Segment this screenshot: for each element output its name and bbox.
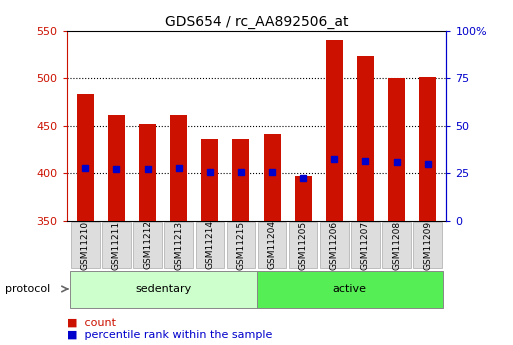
Text: GSM11209: GSM11209	[423, 220, 432, 269]
Text: active: active	[333, 284, 367, 294]
FancyBboxPatch shape	[227, 222, 255, 268]
Bar	[170, 115, 187, 221]
FancyBboxPatch shape	[133, 222, 162, 268]
FancyBboxPatch shape	[289, 222, 318, 268]
Text: GSM11208: GSM11208	[392, 220, 401, 269]
FancyBboxPatch shape	[258, 222, 286, 268]
Bar	[201, 139, 219, 221]
FancyBboxPatch shape	[195, 222, 224, 268]
Text: ■  count: ■ count	[67, 318, 116, 328]
FancyBboxPatch shape	[71, 222, 100, 268]
Text: GSM11215: GSM11215	[236, 220, 245, 269]
Bar	[139, 124, 156, 221]
Bar	[419, 77, 436, 221]
FancyBboxPatch shape	[351, 222, 380, 268]
Title: GDS654 / rc_AA892506_at: GDS654 / rc_AA892506_at	[165, 14, 348, 29]
FancyBboxPatch shape	[70, 271, 256, 308]
Bar	[326, 40, 343, 221]
Text: GSM11213: GSM11213	[174, 220, 183, 269]
Text: ■  percentile rank within the sample: ■ percentile rank within the sample	[67, 330, 272, 340]
Bar	[232, 139, 249, 221]
Bar	[388, 79, 405, 221]
Text: GSM11212: GSM11212	[143, 220, 152, 269]
Bar	[264, 135, 281, 221]
Text: GSM11211: GSM11211	[112, 220, 121, 269]
Bar	[108, 116, 125, 221]
FancyBboxPatch shape	[256, 271, 443, 308]
Text: GSM11207: GSM11207	[361, 220, 370, 269]
FancyBboxPatch shape	[102, 222, 131, 268]
Text: protocol: protocol	[5, 284, 50, 294]
Text: GSM11205: GSM11205	[299, 220, 308, 269]
FancyBboxPatch shape	[382, 222, 411, 268]
Bar	[357, 56, 374, 221]
Text: GSM11214: GSM11214	[205, 220, 214, 269]
Bar	[77, 94, 94, 221]
FancyBboxPatch shape	[164, 222, 193, 268]
Text: GSM11206: GSM11206	[330, 220, 339, 269]
Text: GSM11210: GSM11210	[81, 220, 90, 269]
FancyBboxPatch shape	[320, 222, 349, 268]
Bar	[294, 176, 312, 221]
Text: sedentary: sedentary	[135, 284, 191, 294]
Text: GSM11204: GSM11204	[268, 220, 277, 269]
FancyBboxPatch shape	[413, 222, 442, 268]
